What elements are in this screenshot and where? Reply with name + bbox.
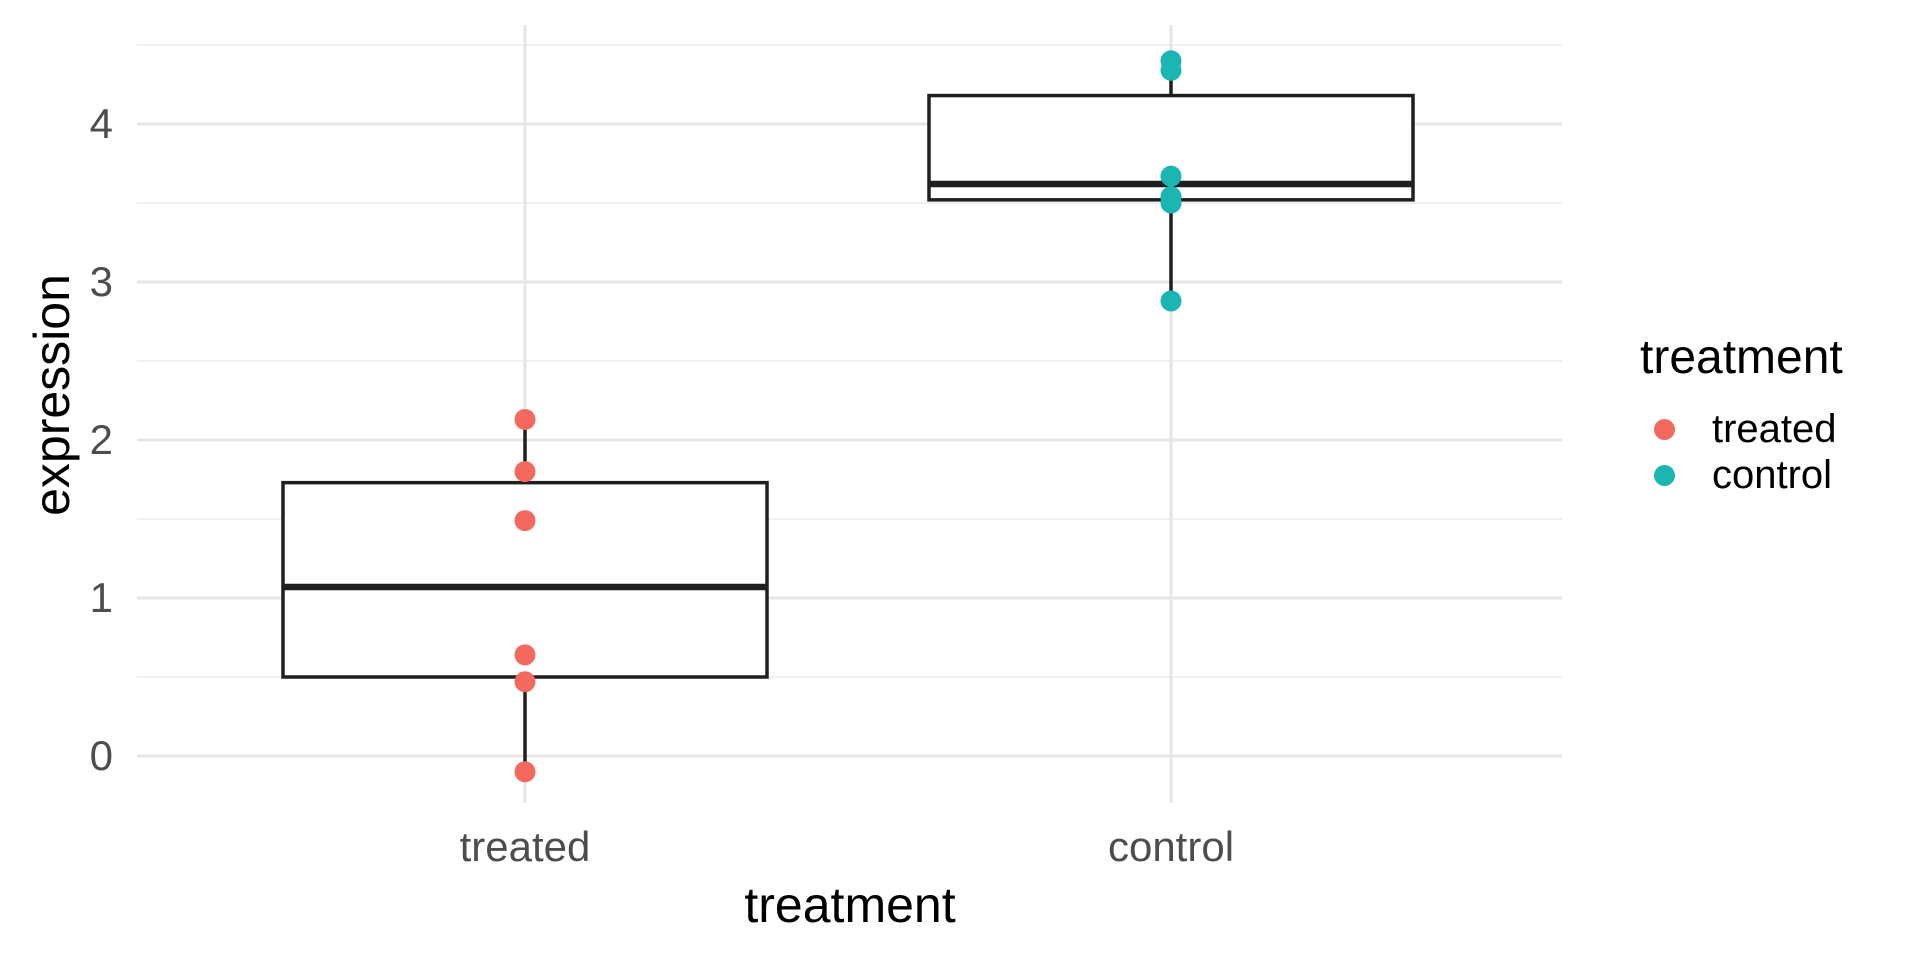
data-point-treated	[514, 510, 536, 532]
data-point-control	[1160, 192, 1182, 214]
x-tick-label: control	[1107, 823, 1235, 870]
legend-item-control: control	[1640, 452, 1843, 498]
y-tick-label: 0	[89, 732, 113, 779]
data-point-control	[1160, 59, 1182, 81]
y-tick-label: 3	[89, 258, 113, 305]
data-point-treated	[514, 408, 536, 430]
legend-title: treatment	[1640, 331, 1843, 384]
legend-items: treated control	[1640, 406, 1843, 498]
legend: treatment treated control	[1640, 332, 1843, 498]
legend-label: control	[1712, 453, 1833, 497]
y-tick-label: 1	[89, 574, 113, 621]
x-axis-title: treatment	[744, 877, 956, 933]
x-tick-label: treated	[459, 823, 591, 870]
legend-label: treated	[1712, 407, 1837, 451]
legend-item-treated: treated	[1640, 406, 1843, 452]
legend-swatch-control	[1654, 464, 1675, 486]
legend-swatch-treated	[1654, 418, 1675, 440]
data-point-treated	[514, 761, 536, 783]
data-point-treated	[514, 461, 536, 483]
data-point-treated	[514, 644, 536, 666]
data-point-control	[1160, 165, 1182, 187]
y-tick-label: 4	[89, 100, 113, 147]
y-tick-label: 2	[89, 416, 113, 463]
data-point-treated	[514, 671, 536, 693]
y-axis-title-text: expression	[24, 274, 80, 516]
data-point-control	[1160, 290, 1182, 312]
